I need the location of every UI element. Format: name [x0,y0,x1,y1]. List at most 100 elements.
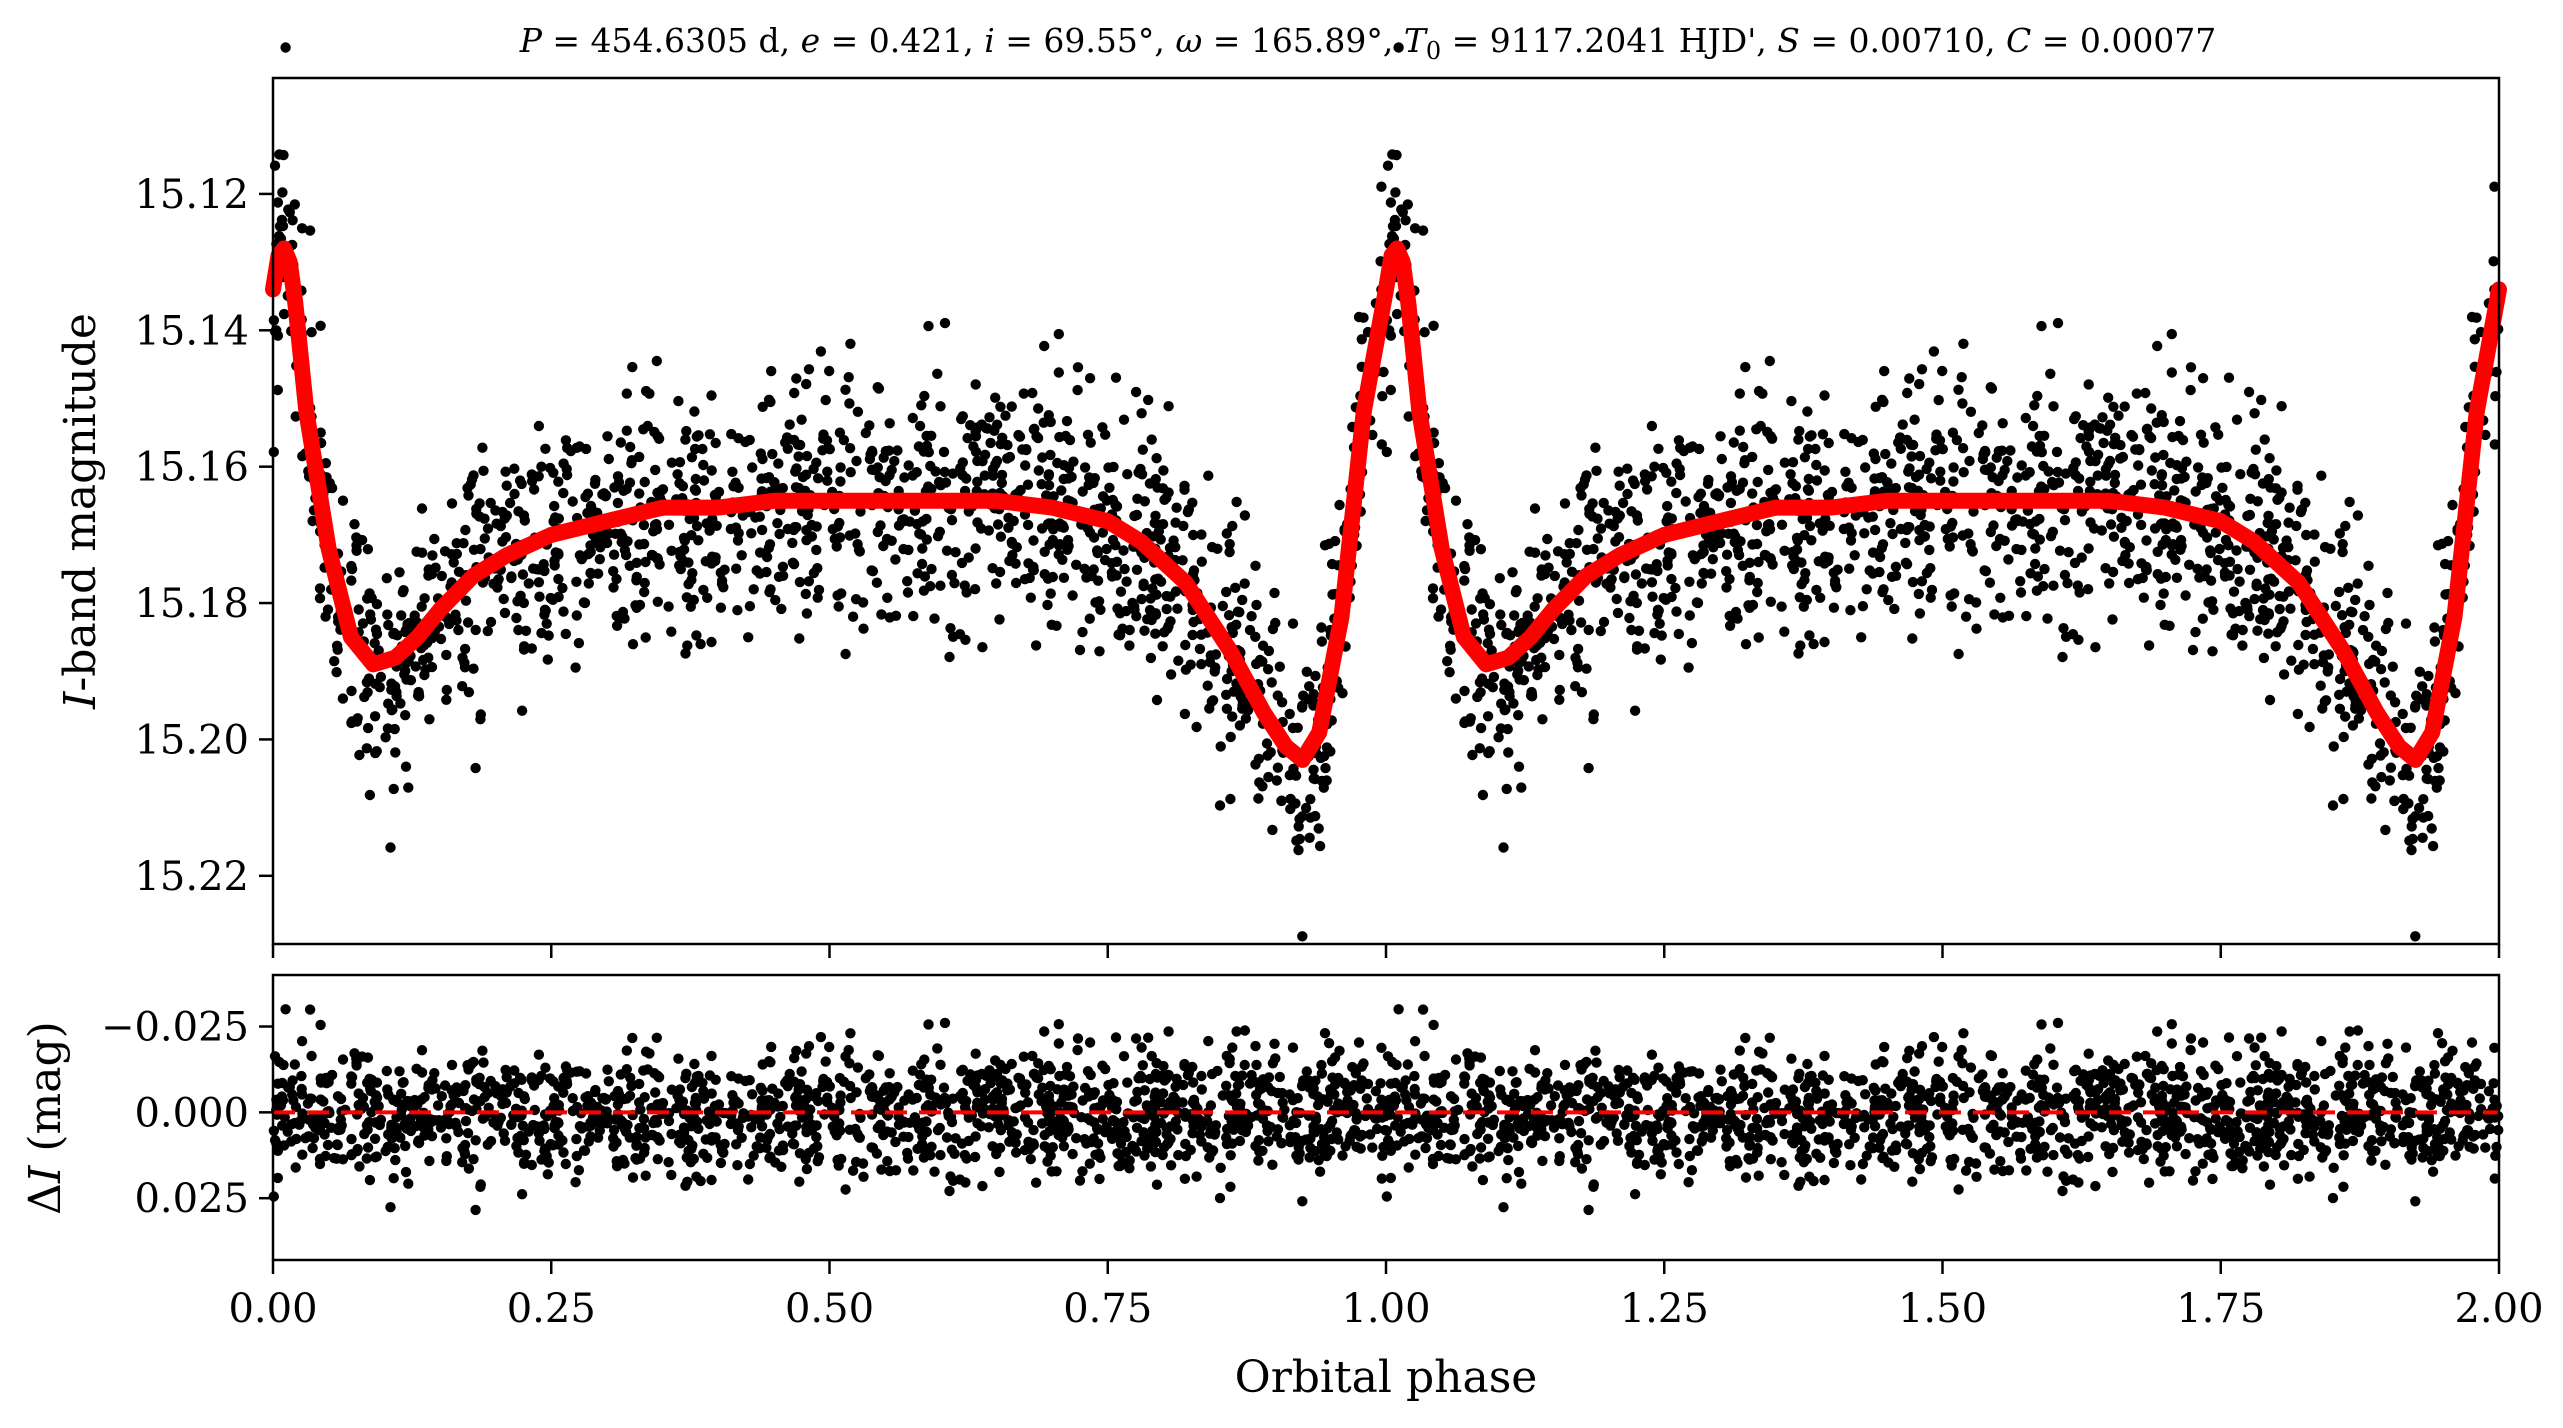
observation-point [2070,411,2081,422]
residual-point [1728,1069,1740,1080]
observation-point [1740,639,1752,650]
residual-point [277,1120,288,1131]
observation-point [1909,414,1920,425]
residual-point [733,1098,744,1109]
observation-point [2480,429,2491,441]
observation-point [2263,628,2274,639]
residual-point [1124,1163,1135,1174]
observation-point [1794,425,1805,437]
observation-point [689,406,700,417]
observation-point [1639,469,1651,480]
observation-point [824,444,835,455]
observation-point [1097,527,1109,538]
observation-point [666,457,677,468]
observation-point [1849,550,1860,561]
observation-point [371,599,383,610]
residual-point [1375,1078,1386,1089]
observation-point [2338,731,2349,743]
residual-point [1575,1128,1587,1139]
observation-point [706,390,717,401]
observation-point [1045,416,1056,428]
observation-point [2166,328,2177,340]
observation-point [1151,589,1162,600]
residual-point [394,1066,405,1077]
observation-point [1085,437,1096,448]
observation-point [652,596,663,607]
observation-point [1861,584,1872,595]
observation-point [468,544,480,555]
observation-point [625,441,636,453]
model-curve [265,240,2507,768]
observation-point [2197,613,2208,624]
observation-point [460,524,471,536]
observation-point [608,549,620,560]
observation-point [2036,320,2047,332]
observation-point [1111,501,1123,512]
observation-point [1484,628,1496,640]
residual-point [297,1149,308,1160]
residual-point [2334,1080,2345,1092]
observation-point [585,567,596,579]
observation-point [1444,640,1456,651]
observation-point [1030,640,1042,651]
observation-point [2318,650,2329,661]
observation-point [1753,556,1764,568]
observation-point [1507,567,1518,578]
observation-point [1420,515,1431,527]
observation-point [500,466,511,477]
residual-point [1402,1059,1414,1070]
observation-point [1552,546,1564,557]
residual-point [801,1121,812,1133]
observation-point [829,533,840,545]
observation-point [2140,564,2152,575]
observation-point [1187,629,1198,641]
observation-point [777,561,789,572]
observation-point [639,586,650,598]
residual-point [1647,1135,1658,1147]
observation-point [788,524,799,536]
observation-point [1101,543,1112,555]
residual-point [1171,1073,1182,1085]
observation-point [2469,334,2480,345]
observation-point [1779,457,1791,468]
observation-point [631,571,642,583]
observation-point [458,538,469,549]
residual-point [1385,1078,1397,1089]
observation-point [1942,533,1954,545]
observation-point [1654,618,1665,629]
observation-point [1915,509,1926,521]
observation-point [1953,648,1964,660]
observation-point [1250,560,1261,571]
observation-point [460,595,472,606]
observation-point [2379,677,2390,688]
observation-point [1652,565,1663,577]
observation-point [1084,373,1096,384]
residual-point [1316,1068,1328,1079]
observation-point [1588,714,1599,725]
observation-point [1293,844,1304,856]
observation-point [590,532,601,543]
observation-point [1261,738,1273,749]
observation-point [520,625,532,636]
observation-point [1391,308,1403,320]
residual-point [902,1147,913,1159]
residual-point [540,1062,551,1073]
observation-point [602,431,613,442]
observation-point [423,564,434,575]
residual-point [2082,1151,2094,1163]
observation-point [2190,486,2201,497]
observation-point [1653,605,1664,616]
observation-point [1598,616,1610,628]
residual-point [1914,1121,1925,1133]
observation-point [930,466,941,477]
residual-point [1094,1173,1105,1185]
observation-point [2380,824,2391,836]
observation-point [1536,564,1547,575]
observation-point [1710,489,1721,500]
observation-point [1287,618,1299,629]
residual-point [2221,1078,2232,1089]
observation-point [872,462,883,473]
observation-point [1091,545,1103,556]
observation-point [727,466,738,477]
residual-point [2090,1180,2101,1192]
